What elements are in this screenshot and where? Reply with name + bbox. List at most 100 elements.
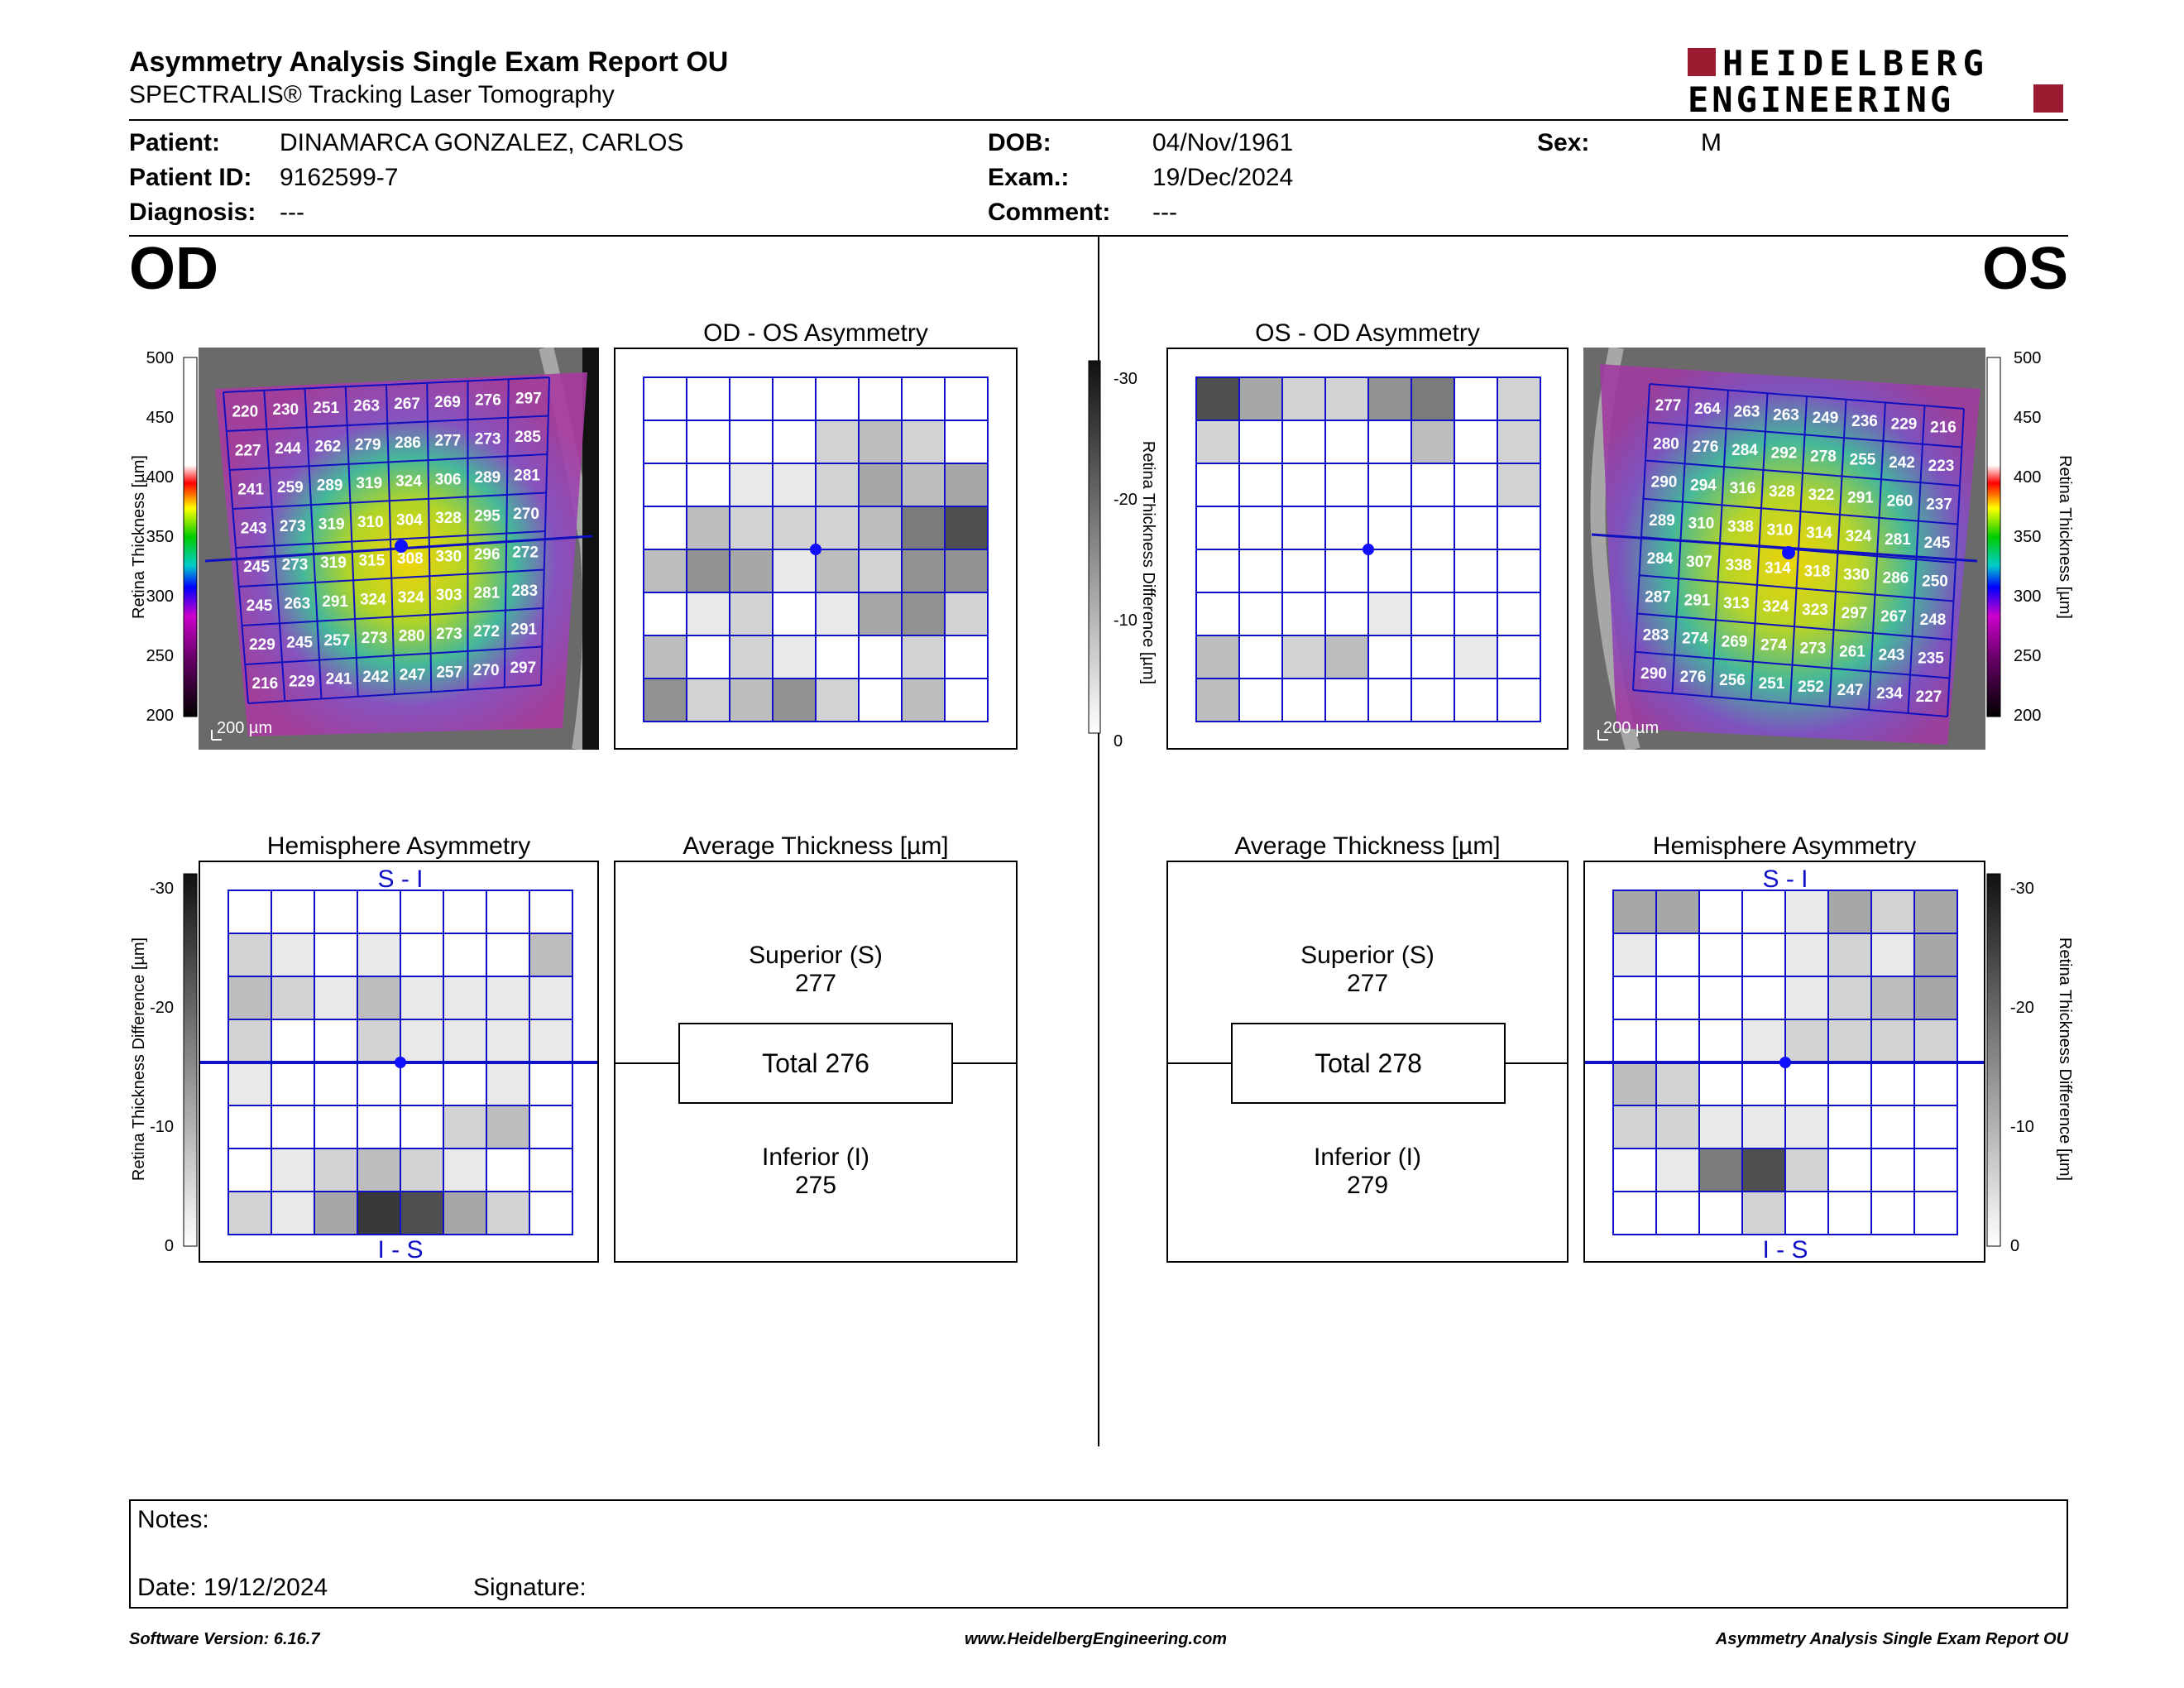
asym-cell: [1741, 933, 1786, 977]
asym-cell: [1827, 1019, 1872, 1063]
os-total: Total 278: [1231, 1023, 1506, 1104]
asym-cell: [1367, 463, 1412, 507]
asym-cell: [529, 1019, 573, 1063]
thickness-value: 250: [1922, 573, 1948, 590]
asym-cell: [1238, 420, 1283, 464]
thickness-value: 241: [326, 671, 352, 688]
thickness-value: 324: [1763, 598, 1789, 616]
thickness-value: 283: [1643, 627, 1669, 645]
asym-cell: [1454, 376, 1498, 421]
tick-label: 300: [2014, 587, 2041, 606]
asym-cell: [901, 506, 946, 550]
asym-cell: [271, 1105, 315, 1149]
thickness-value: 216: [252, 675, 279, 693]
od-hemi-scale: -30 -20 -10 0 Retina Thickness Differenc…: [130, 873, 198, 1255]
thickness-value: 284: [1647, 550, 1674, 568]
diff-axis-label: Retina Thickness Difference [µm]: [2056, 938, 2074, 1181]
asym-cell: [1870, 890, 1915, 934]
asym-cell: [529, 1062, 573, 1106]
thickness-value: 227: [235, 442, 261, 459]
thickness-value: 291: [1684, 592, 1711, 609]
dob-label: DOB:: [988, 129, 1051, 156]
os-eye-label: OS: [1982, 236, 2069, 302]
asym-cell: [314, 1019, 358, 1063]
thickness-value: 281: [1885, 531, 1911, 549]
hemi-top-label: S - I: [377, 866, 423, 893]
asym-cell: [443, 1062, 487, 1106]
thickness-value: 338: [1727, 519, 1754, 536]
thickness-value: 269: [434, 394, 461, 411]
thickness-value: 272: [512, 544, 539, 562]
asym-cell: [815, 592, 860, 636]
asym-cell: [1454, 635, 1498, 679]
thickness-value: 263: [1773, 406, 1799, 424]
diff-axis-label: Retina Thickness Difference [µm]: [1139, 441, 1157, 684]
thickness-value: 234: [1876, 685, 1903, 703]
thickness-value: 274: [1682, 631, 1708, 648]
asym-cell: [1870, 1105, 1915, 1149]
software-version: Software Version: 6.16.7: [129, 1630, 320, 1648]
superior-label: Superior (S): [1300, 942, 1434, 969]
od-hemi-grid: S - I I - S: [200, 866, 597, 1264]
asym-cell: [1367, 420, 1412, 464]
diagnosis-label: Diagnosis:: [129, 199, 256, 226]
asym-cell: [858, 678, 903, 722]
dob-value: 04/Nov/1961: [1152, 129, 1294, 156]
asym-cell: [1195, 678, 1240, 722]
asym-cell: [901, 463, 946, 507]
asym-cell: [314, 890, 358, 934]
thickness-value: 216: [1930, 419, 1956, 436]
asym-cell: [1784, 976, 1829, 1020]
asym-cell: [1827, 976, 1872, 1020]
thickness-value: 291: [1847, 490, 1874, 507]
website-link[interactable]: www.HeidelbergEngineering.com: [965, 1630, 1228, 1648]
thickness-value: 227: [1916, 688, 1942, 706]
asym-cell: [357, 1105, 401, 1149]
os-fovea-marker: [1782, 546, 1795, 559]
asym-cell: [944, 376, 989, 421]
thickness-value: 289: [474, 469, 500, 487]
superior-value: 277: [1346, 970, 1389, 997]
tick-label: -10: [2010, 1118, 2034, 1136]
asym-cell: [686, 549, 730, 593]
thickness-value: 273: [436, 626, 462, 643]
asym-cell: [1913, 976, 1958, 1020]
asym-cell: [815, 549, 860, 593]
asym-cell: [1655, 976, 1700, 1020]
thickness-value: 241: [237, 481, 264, 498]
asym-cell: [400, 1062, 444, 1106]
asym-cell: [1281, 635, 1326, 679]
os-hemi-grid: S - I I - S: [1585, 866, 1984, 1264]
asym-cell: [1454, 420, 1498, 464]
asym-cell: [1324, 678, 1369, 722]
od-inferior: Inferior (I) 275: [615, 1144, 1016, 1200]
asym-cell: [1870, 1148, 1915, 1192]
asym-cell: [944, 463, 989, 507]
asym-cell: [1913, 890, 1958, 934]
thickness-value: 286: [395, 434, 421, 452]
thickness-value: 319: [320, 554, 347, 572]
thickness-value: 328: [435, 510, 462, 527]
asym-cell: [1741, 1191, 1786, 1235]
asym-cell: [686, 376, 730, 421]
thickness-value: 244: [275, 440, 301, 458]
asym-cell: [357, 890, 401, 934]
tick-label: 350: [146, 528, 174, 546]
asym-cell: [1698, 933, 1743, 977]
thickness-value: 324: [1846, 528, 1872, 545]
asym-cell: [1497, 549, 1541, 593]
tick-label: -20: [1114, 491, 1138, 509]
asym-cell: [1454, 506, 1498, 550]
thickness-value: 243: [1879, 646, 1905, 664]
asym-cell: [1784, 1105, 1829, 1149]
asym-cell: [1195, 549, 1240, 593]
asym-cell: [443, 890, 487, 934]
asym-cell: [858, 549, 903, 593]
asym-cell: [643, 678, 687, 722]
thickness-value: 295: [474, 507, 500, 525]
asym-cell: [1281, 592, 1326, 636]
asym-cell: [357, 976, 401, 1020]
tick-label: -30: [150, 880, 174, 898]
asym-cell: [529, 933, 573, 977]
thickness-value: 294: [1690, 477, 1717, 494]
